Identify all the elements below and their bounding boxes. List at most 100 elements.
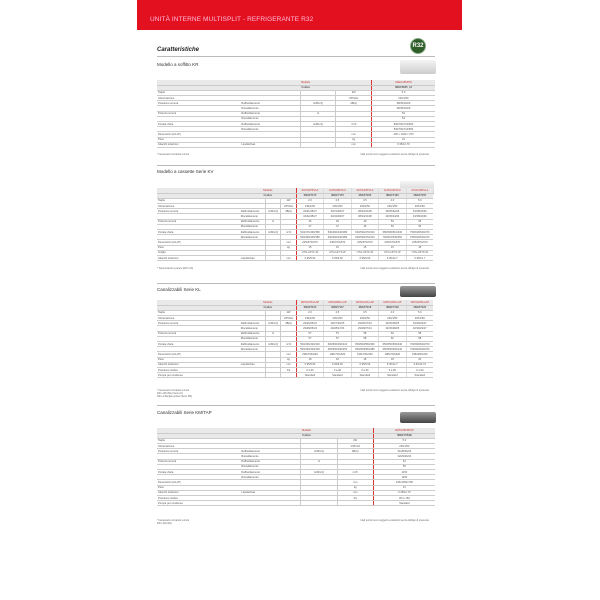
table-row: Dimensioni (AxLxP) mm 198x700x620 198x700x6… <box>157 351 433 358</box>
spec-table: Modello ARXG07KLLAP ARXG09KLLAP ARXG12KLLAP… <box>157 300 433 379</box>
row-label: Attacchi tubazioni <box>157 362 240 368</box>
row-value: 29/26/27/24 <box>350 320 379 327</box>
row-mode <box>265 357 281 363</box>
row-value: 53 <box>370 116 435 123</box>
model-header-row: Modello ARXG18KMTAP <box>157 428 435 434</box>
row-label: Pressione statica <box>157 495 241 502</box>
blank-cell <box>157 305 240 311</box>
row-value: 60 <box>378 336 407 343</box>
row-unit: V/Ph/Hz <box>280 315 297 322</box>
product-image <box>400 60 436 74</box>
row-sublabel <box>240 485 301 491</box>
row-sublabel: Riscaldamento <box>239 224 266 231</box>
row-mode <box>265 346 281 353</box>
row-value: 1150 <box>372 474 435 481</box>
row-unit: mm <box>336 479 374 486</box>
row-label: Dimensioni (AxLxP) <box>157 351 240 358</box>
row-value: 6.35/9.52 <box>295 255 324 262</box>
row-unit: kW <box>336 438 374 445</box>
row-value: 47 <box>323 224 352 231</box>
row-label: Portata d'aria <box>157 121 241 128</box>
row-label: Pompa per condensa <box>157 372 240 379</box>
table-row: Pressione statica Pa 30 to 150 <box>157 495 435 502</box>
row-value: 32/30/28/25 <box>378 325 407 332</box>
row-value: 600/530/490/410 <box>323 341 352 348</box>
row-unit <box>280 346 297 353</box>
row-label: Alimentazione <box>157 95 241 102</box>
row-value: 510/470/430/380 <box>295 229 324 236</box>
table-row: Riscaldamento 34/32/28/27 34/32/28/27 38/34… <box>157 213 433 220</box>
row-value: 650/600/550/480 <box>350 346 379 353</box>
disclaimer: I dati tecnici sono soggetti a variazion… <box>360 519 430 522</box>
section-divider <box>157 165 435 166</box>
row-mode <box>299 137 336 143</box>
row-label: Pressione sonora <box>157 208 240 215</box>
model-name: AUXG18KVLA <box>405 188 433 194</box>
row-label: Taglia <box>157 438 241 445</box>
row-sublabel <box>239 357 266 363</box>
table-row: Pompa per condensa Standard Standard Standa… <box>157 372 433 379</box>
row-mode <box>300 453 338 460</box>
row-label <box>157 474 241 481</box>
row-value: 5.0 <box>370 90 435 97</box>
model-name: ARXG12KLLAP <box>350 300 379 306</box>
row-unit: Pa <box>336 495 374 502</box>
row-value: 32/30/28/25 <box>378 320 407 327</box>
row-mode: H <box>300 459 338 465</box>
row-unit <box>280 372 297 379</box>
table-row: Alimentazione V/Ph/Hz 230/1/50 230/1/50 230/… <box>157 203 433 210</box>
table-row: Riscaldamento 32/29/26/24 <box>157 453 435 460</box>
table-row: Griglia UTG-UFYF-W UTG-UFYF-W UTG-UFYF-W UTG… <box>157 250 433 256</box>
row-mode: H/M/L/Q <box>265 229 281 236</box>
row-unit <box>336 500 374 507</box>
row-mode <box>300 438 338 445</box>
row-sublabel <box>239 310 266 317</box>
row-mode <box>265 203 281 210</box>
row-sublabel <box>239 245 266 251</box>
row-value: 18 <box>323 357 352 363</box>
row-unit: dB(A) <box>335 100 372 107</box>
blank-cell <box>157 188 240 194</box>
model-code: 3NGF7134 <box>295 305 324 311</box>
table-row: Potenza sonora Raffreddamento H 54 <box>157 459 435 465</box>
row-sublabel <box>240 137 301 143</box>
row-mode <box>300 443 338 450</box>
row-value: 0 a 90 <box>323 367 352 374</box>
row-label <box>157 336 240 343</box>
row-value: 245x570x570 <box>323 239 352 246</box>
row-value: 2.5 <box>323 198 352 205</box>
footnote: * Telecomando a parete (RCC-23) <box>157 267 194 270</box>
model-code: 3NGF7155 <box>405 193 433 199</box>
row-unit <box>280 331 297 337</box>
row-value: 38/36/33/29 <box>370 105 435 112</box>
row-value: 5.0 <box>405 198 433 205</box>
row-value: 40/36/34/30 <box>378 213 407 220</box>
row-value: 750/630/540/470 <box>405 234 433 241</box>
blank-cell <box>157 193 240 199</box>
model-code: 3NGF7117 <box>323 305 352 311</box>
row-value: 198x700x620 <box>295 351 324 358</box>
row-sublabel: Riscaldamento <box>239 234 266 241</box>
row-value: 540/490/440/380 <box>323 229 352 236</box>
row-value: 700/610/540/450 <box>378 234 407 241</box>
row-value: 540/490/440/380 <box>295 234 324 241</box>
row-value: 4.0 <box>378 310 407 317</box>
row-sublabel <box>240 95 301 102</box>
row-sublabel: Riscaldamento <box>239 336 266 343</box>
model-name: ASEG18KRTA <box>370 80 435 86</box>
row-label: Alimentazione <box>157 315 240 322</box>
row-value: 840/760/710/650 <box>370 126 435 133</box>
row-sublabel: Raffreddamento <box>240 100 301 107</box>
row-value: 49 <box>350 219 379 225</box>
model-code: 3NGF7119 <box>378 305 407 311</box>
row-sublabel: Liquido/Gas <box>240 142 301 148</box>
row-value: 230/1/50 <box>323 203 352 210</box>
row-value: 18 <box>295 357 324 363</box>
row-value: 6.35/9.52 <box>323 362 352 368</box>
row-value: 39/35/32/28 <box>378 208 407 215</box>
row-value: 29/28/27/24 <box>350 325 379 332</box>
table-row: Pressione sonora Raffreddamento H/M/L/Q dB(… <box>157 320 433 327</box>
row-unit: mm <box>280 239 297 246</box>
row-mode: H/M/L/Q <box>300 448 338 455</box>
table-row: Attacchi tubazioni Liquido/Gas mm 6.35/12.7… <box>157 142 435 148</box>
